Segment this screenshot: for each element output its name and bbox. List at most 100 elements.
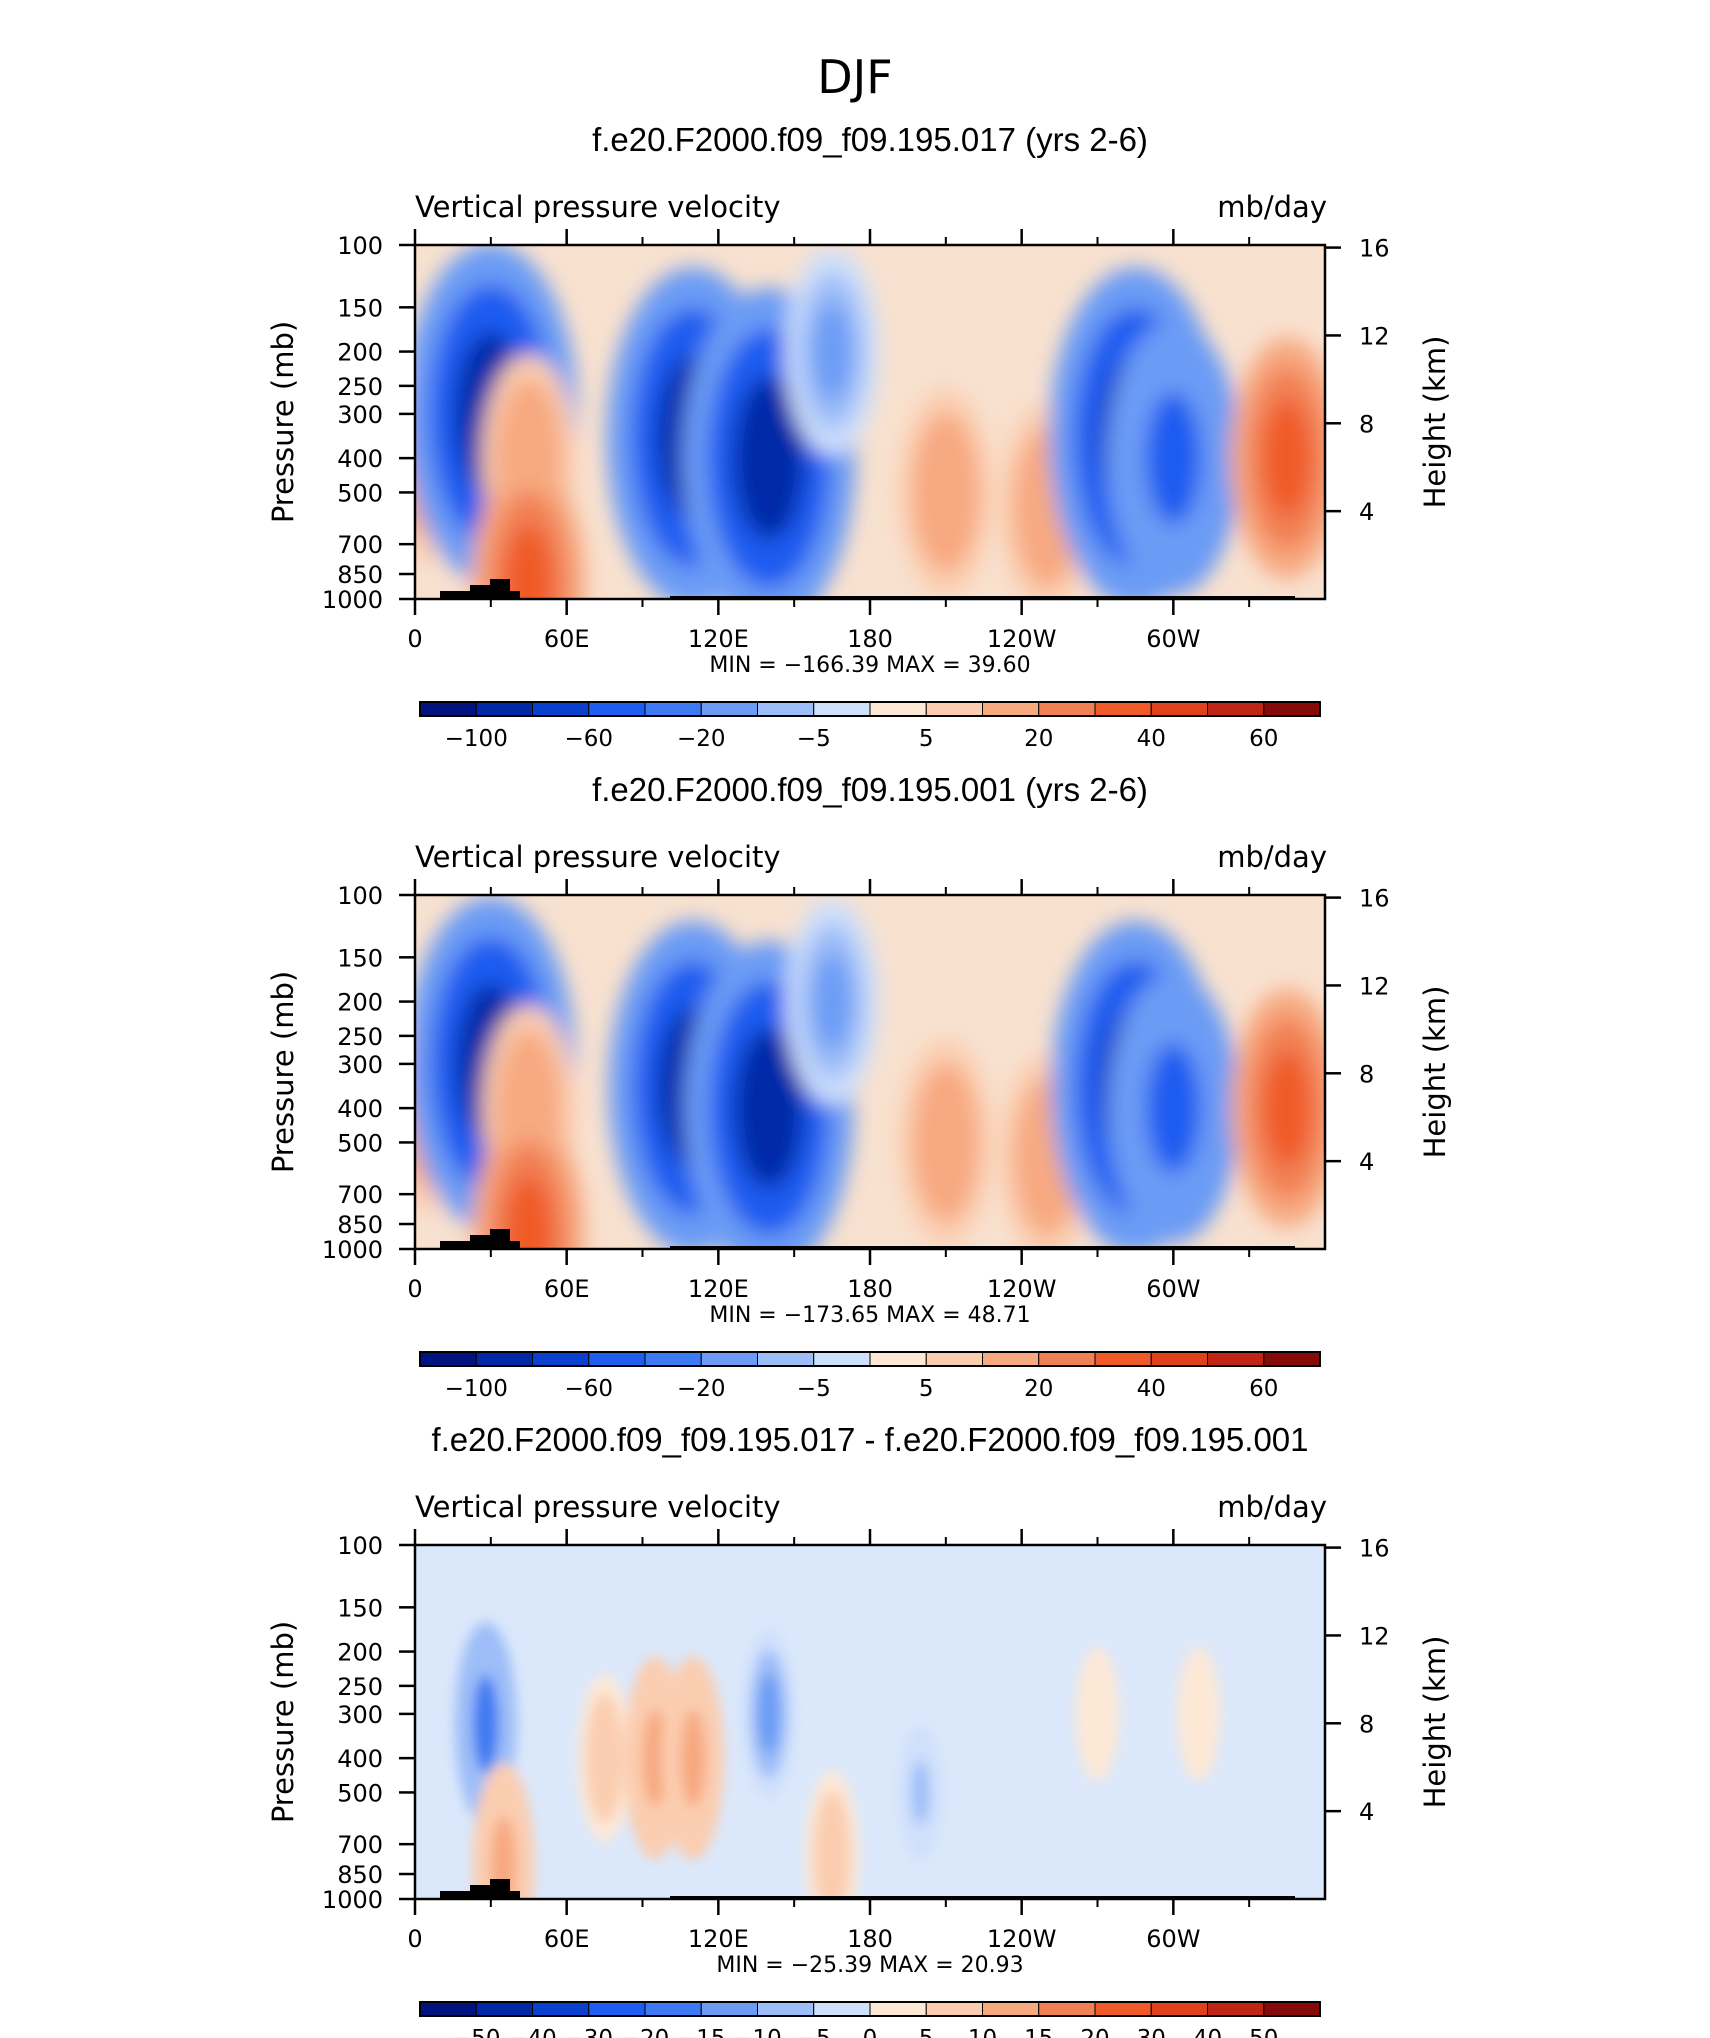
topography [670, 596, 1295, 599]
colorbar-label: 20 [1024, 1376, 1053, 1402]
topography [440, 1879, 520, 1899]
colorbar-frame [419, 701, 1321, 717]
y-tick-label: 500 [337, 1779, 383, 1807]
colorbar-label: −5 [797, 2026, 831, 2038]
colorbar-label: 40 [1137, 726, 1166, 752]
y2-tick-label: 16 [1359, 235, 1390, 263]
colorbar-label: −100 [445, 726, 508, 752]
colorbar-swatch [1207, 2001, 1265, 2017]
panel-1: f.e20.F2000.f09_f09.195.017 (yrs 2-6) Ver… [266, 121, 1452, 752]
y-tick-label: 100 [337, 1532, 383, 1560]
colorbar-label: 60 [1249, 726, 1278, 752]
colorbar-swatch [1038, 2001, 1096, 2017]
topography [670, 1896, 1295, 1899]
x-tick-label: 60W [1146, 1925, 1200, 1953]
y-tick-label: 850 [337, 1861, 383, 1889]
y2-tick-label: 8 [1359, 1710, 1374, 1738]
colorbar-label: −10 [733, 2026, 782, 2038]
field-contour [734, 1028, 804, 1189]
panel-subtitle-left: Vertical pressure velocity [415, 190, 781, 224]
x-tick-label: 120E [688, 625, 749, 653]
colorbar-label: 5 [919, 1376, 934, 1402]
colorbar-swatch [757, 1351, 815, 1367]
colorbar-swatch [475, 2001, 533, 2017]
panel-units: mb/day [1217, 840, 1327, 874]
x-tick-label: 60W [1146, 1275, 1200, 1303]
x-tick-label: 120W [987, 1275, 1057, 1303]
y-tick-label: 250 [337, 373, 383, 401]
colorbar-label: −20 [677, 726, 726, 752]
colorbar-label: 50 [1249, 2026, 1278, 2038]
colorbar-label: 20 [1024, 726, 1053, 752]
colorbar-swatch [925, 701, 983, 717]
colorbar-swatch [419, 701, 477, 717]
x-tick-label: 60E [544, 1925, 590, 1953]
field-contour [642, 1709, 668, 1807]
colorbar-swatch [1263, 1351, 1321, 1367]
colorbar-label: −30 [564, 2026, 613, 2038]
x-tick-label: 120E [688, 1925, 749, 1953]
colorbar-swatch [1150, 1351, 1208, 1367]
field-blobs [454, 1622, 1221, 1899]
colorbar-swatch [813, 1351, 871, 1367]
y-tick-label: 200 [337, 339, 383, 367]
colorbar-swatch [925, 1351, 983, 1367]
field-contour [593, 1717, 616, 1799]
y-tick-label: 700 [337, 1831, 383, 1859]
colorbar-label: −15 [677, 2026, 726, 2038]
panel-2: f.e20.F2000.f09_f09.195.001 (yrs 2-6) Ver… [266, 771, 1452, 1402]
colorbar-swatch [644, 2001, 702, 2017]
colorbar-swatch [644, 1351, 702, 1367]
colorbar-frame [419, 2001, 1321, 2017]
y-tick-label: 300 [337, 1701, 383, 1729]
colorbar-swatch [419, 1351, 477, 1367]
colorbar-label: 20 [1080, 2026, 1109, 2038]
colorbar-swatch [1263, 2001, 1321, 2017]
colorbar-swatch [1263, 701, 1321, 717]
x-tick-label: 0 [407, 1275, 422, 1303]
y-tick-label: 100 [337, 232, 383, 260]
field [415, 245, 1325, 599]
colorbar-swatch [1150, 2001, 1208, 2017]
stats-text: MIN = −173.65 MAX = 48.71 [709, 1303, 1030, 1328]
y2-tick-label: 16 [1359, 885, 1390, 913]
panel-subtitle-left: Vertical pressure velocity [415, 840, 781, 874]
field-contour [1263, 400, 1311, 516]
colorbar-swatch [813, 701, 871, 717]
colorbar-swatch [532, 2001, 590, 2017]
field-contour [490, 1815, 517, 1899]
topography [440, 579, 520, 599]
colorbar-swatch [588, 2001, 646, 2017]
x-tick-label: 0 [407, 625, 422, 653]
colorbar-label: −5 [797, 1376, 831, 1402]
colorbar-swatch [982, 701, 1040, 717]
colorbar-swatch [757, 701, 815, 717]
x-tick-label: 120W [987, 1925, 1057, 1953]
field-blobs [415, 897, 1325, 1249]
stats-text: MIN = −166.39 MAX = 39.60 [709, 653, 1030, 678]
x-tick-label: 0 [407, 1925, 422, 1953]
colorbar-swatch [588, 1351, 646, 1367]
x-tick-label: 60E [544, 1275, 590, 1303]
y-tick-label: 1000 [322, 1236, 383, 1264]
x-tick-label: 180 [847, 1925, 893, 1953]
panel-title: f.e20.F2000.f09_f09.195.017 (yrs 2-6) [592, 121, 1148, 158]
field-contour [812, 951, 852, 1052]
y2-tick-label: 16 [1359, 1535, 1390, 1563]
field-contour [911, 1760, 930, 1825]
y-tick-label: 100 [337, 882, 383, 910]
colorbar-swatch [813, 2001, 871, 2017]
colorbar-swatch [475, 1351, 533, 1367]
x-tick-label: 60E [544, 625, 590, 653]
colorbar-swatch [475, 701, 533, 717]
y-tick-label: 250 [337, 1023, 383, 1051]
colorbar-swatch [982, 2001, 1040, 2017]
colorbar-label: 60 [1249, 1376, 1278, 1402]
colorbar-swatch [1150, 701, 1208, 717]
colorbar-swatch [757, 2001, 815, 2017]
colorbar-swatch [1207, 1351, 1265, 1367]
colorbar-swatch [1094, 701, 1152, 717]
colorbar-swatch [1038, 701, 1096, 717]
y-tick-label: 1000 [322, 586, 383, 614]
field-contour [680, 1709, 706, 1807]
